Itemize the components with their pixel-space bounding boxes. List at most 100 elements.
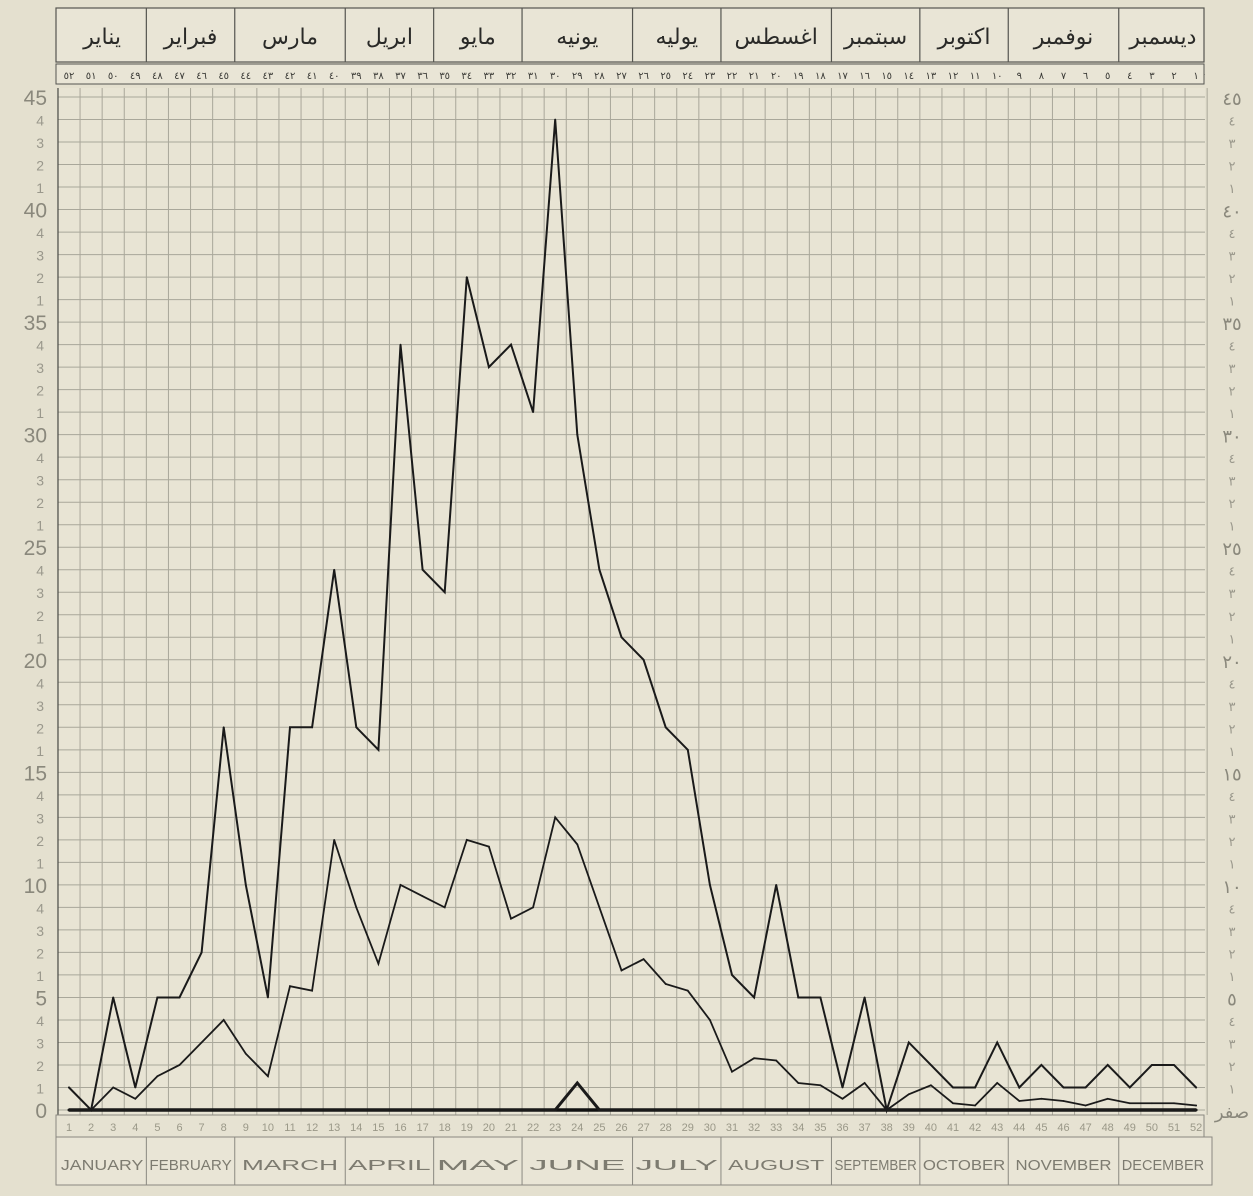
data-point [399, 343, 402, 346]
y-tick-label-minor: 2 [36, 720, 44, 736]
chart-grid [57, 73, 1208, 1115]
bottom-week-number: 25 [593, 1122, 605, 1134]
bottom-week-number: 52 [1190, 1122, 1202, 1134]
y-right-label-minor: ٢ [1229, 160, 1236, 175]
top-week-number: ١١ [970, 71, 981, 82]
data-point [510, 1109, 512, 1111]
data-point [709, 883, 711, 886]
top-month-label-ar: يناير [82, 25, 121, 50]
data-point [753, 1109, 755, 1111]
y-right-label-minor: ٣ [1229, 1037, 1236, 1052]
y-right-label-minor: ١ [1229, 970, 1236, 985]
data-point [1084, 1109, 1087, 1111]
data-point [797, 1082, 800, 1084]
bottom-month-label: SEPTEMBER [834, 1157, 917, 1174]
data-point [554, 118, 557, 121]
data-point [267, 996, 269, 999]
data-point [620, 636, 623, 639]
data-point [863, 996, 866, 999]
data-point [642, 658, 645, 661]
data-point [620, 969, 623, 972]
top-month-header: يناير فبراير مارس ابريل مايو يونيه يوليه اغسطس س… [55, 7, 1205, 85]
data-point [244, 1109, 247, 1111]
data-point [465, 276, 468, 278]
bottom-month-label: NOVEMBER [1016, 1157, 1112, 1174]
top-week-number: ٣١ [528, 71, 539, 82]
bottom-week-number: 9 [243, 1122, 249, 1134]
y-right-label-major: ١٠ [1222, 877, 1241, 898]
data-point [510, 343, 512, 346]
top-month-label-ar: مايو [459, 25, 496, 50]
top-month-label-ar: يونيه [556, 25, 598, 50]
bottom-week-number: 40 [925, 1122, 937, 1134]
top-week-number: ٨ [1039, 71, 1045, 82]
y-right-label-minor: ٤ [1229, 565, 1236, 580]
top-header-box [55, 7, 1205, 63]
top-week-number: ٥٠ [108, 71, 119, 82]
data-point [775, 883, 778, 886]
y-tick-label-minor: 3 [36, 1035, 44, 1051]
data-point [112, 996, 115, 999]
data-point [465, 838, 468, 841]
data-point [1040, 1064, 1043, 1066]
top-week-number: ١٦ [859, 71, 870, 82]
bottom-month-label: APRIL [348, 1157, 430, 1174]
bottom-week-number: 14 [350, 1122, 362, 1134]
data-point [222, 1019, 225, 1021]
data-point [797, 1109, 800, 1111]
y-tick-label-minor: 4 [36, 225, 44, 241]
top-week-number: ٢١ [749, 71, 760, 82]
y-right-label-minor: ٣ [1229, 362, 1236, 377]
bottom-week-number: 39 [903, 1122, 915, 1134]
y-tick-label-minor: 1 [36, 1080, 44, 1096]
data-point [1195, 1086, 1197, 1089]
y-tick-label-major: 5 [35, 987, 47, 1010]
bottom-week-number: 15 [372, 1122, 384, 1134]
data-point [797, 996, 800, 999]
data-point [200, 1041, 203, 1044]
data-point [974, 1104, 976, 1107]
y-tick-label-minor: 1 [36, 968, 44, 984]
bottom-week-number: 12 [306, 1122, 318, 1134]
data-point [841, 1109, 844, 1111]
bottom-week-number: 21 [505, 1122, 517, 1134]
top-week-number: ١٧ [837, 71, 848, 82]
bottom-week-number: 48 [1102, 1122, 1114, 1134]
bottom-month-label: JUNE [529, 1157, 625, 1174]
data-point [156, 1075, 159, 1078]
top-week-number: ٣٠ [550, 71, 561, 82]
bottom-week-number: 36 [836, 1122, 848, 1134]
data-point [355, 1109, 358, 1111]
y-right-label-minor: ٣ [1229, 812, 1236, 827]
y-right-label-minor: ٣ [1229, 925, 1236, 940]
top-week-number: ٣٣ [484, 71, 495, 82]
top-week-number: ٥٢ [64, 71, 75, 82]
y-tick-label-minor: 3 [36, 585, 44, 601]
data-point [1062, 1100, 1065, 1102]
bottom-month-label: MAY [437, 1157, 519, 1174]
bottom-week-number: 26 [615, 1122, 627, 1134]
y-right-label-major: ٣٠ [1222, 427, 1241, 448]
top-month-label-ar: ديسمبر [1128, 25, 1196, 50]
y-tick-label-minor: 4 [36, 113, 44, 129]
y-right-label-major: صفر [1214, 1102, 1249, 1123]
data-point [377, 748, 380, 751]
y-right-label-major: ٣٥ [1222, 314, 1241, 335]
data-point [731, 974, 733, 976]
data-point [598, 568, 601, 571]
data-point [930, 1064, 932, 1066]
bottom-week-number: 19 [461, 1122, 473, 1134]
y-axis-right: صفر١٢٣٤٥١٢٣٤١٠١٢٣٤١٥١٢٣٤٢٠١٢٣٤٢٥١٢٣٤٣٠١٢… [1214, 89, 1249, 1123]
y-tick-label-minor: 3 [36, 248, 44, 264]
bottom-week-number: 7 [199, 1122, 205, 1134]
bottom-month-footer: 1 2 3 4 5 6 7 8 9 10 11 12 13 14 15 16 17 18 19 20 21 22 23 24 2… [55, 1114, 1213, 1186]
data-point [200, 951, 203, 954]
y-right-label-minor: ٤ [1229, 452, 1236, 467]
bottom-week-number: 50 [1146, 1122, 1158, 1134]
data-point [1173, 1064, 1175, 1066]
top-month-label-ar: اغسطس [735, 25, 818, 50]
top-month-label-ar: يوليه [655, 25, 698, 50]
top-week-number: ٣٩ [351, 71, 362, 82]
y-tick-label-major: 20 [24, 650, 47, 673]
y-right-label-minor: ٤ [1229, 677, 1236, 692]
